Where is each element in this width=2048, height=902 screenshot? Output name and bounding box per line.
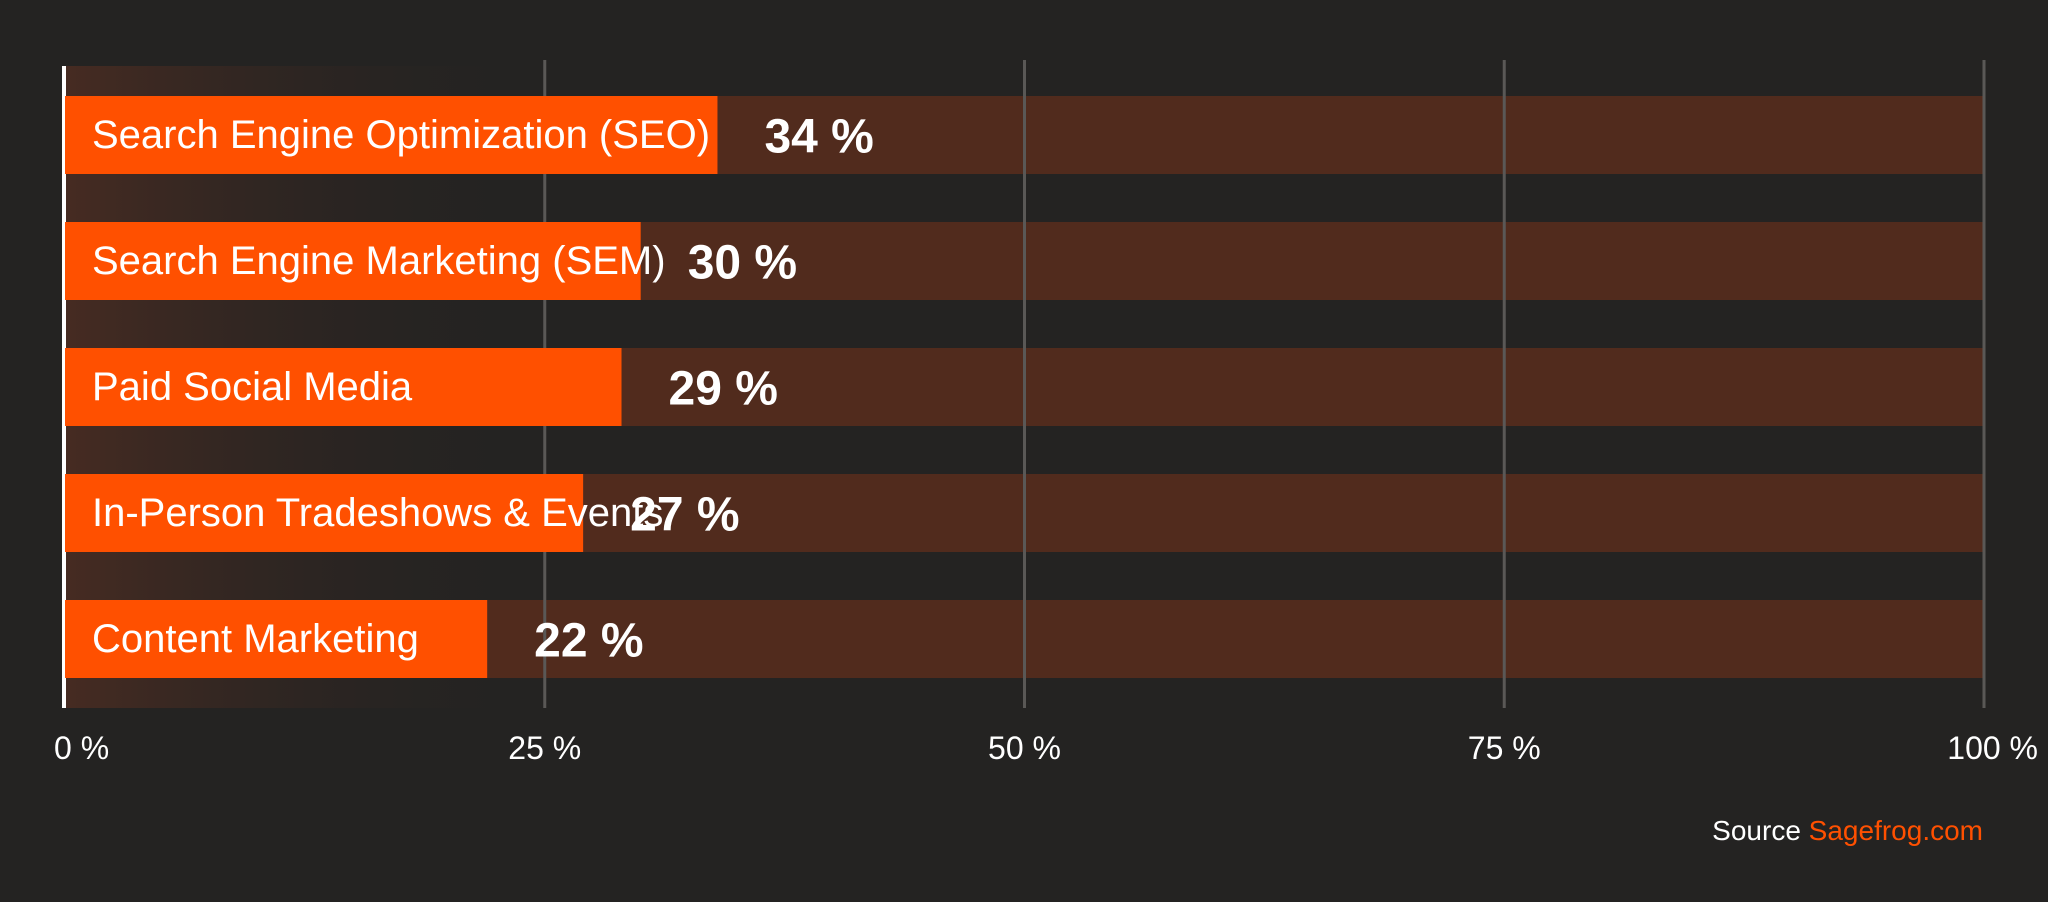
x-tick-label: 75 % xyxy=(1468,730,1541,766)
bar xyxy=(65,474,584,552)
data-label: 22 % xyxy=(534,615,643,668)
values-layer: 34 % 30 % 29 % 27 % 22 % xyxy=(534,111,874,668)
labels-layer: Search Engine Optimization (SEO) Search E… xyxy=(92,113,710,661)
bar-label: Search Engine Marketing (SEM) xyxy=(92,239,666,283)
bar xyxy=(65,96,718,174)
data-label: 27 % xyxy=(630,489,739,542)
data-label: 30 % xyxy=(688,237,797,290)
source-prefix: Source xyxy=(1712,815,1801,846)
bar-label: Paid Social Media xyxy=(92,365,413,409)
x-tick-label: 0 % xyxy=(54,730,109,766)
bar-label: In-Person Tradeshows & Events xyxy=(92,491,663,535)
bar-label: Search Engine Optimization (SEO) xyxy=(92,113,710,157)
x-tick-label: 25 % xyxy=(508,730,581,766)
bar-label: Content Marketing xyxy=(92,617,419,661)
bar xyxy=(65,600,488,678)
source-link[interactable]: Sagefrog.com xyxy=(1808,815,1983,846)
x-tick-label: 50 % xyxy=(988,730,1061,766)
source-credit: Source Sagefrog.com xyxy=(1712,815,1983,847)
data-label: 29 % xyxy=(669,363,778,416)
data-label: 34 % xyxy=(764,111,873,164)
bar xyxy=(65,348,622,426)
bar xyxy=(65,222,641,300)
ticks-layer: 0 % 25 % 50 % 75 % 100 % xyxy=(54,730,2038,766)
bars-layer xyxy=(65,96,718,678)
x-tick-label: 100 % xyxy=(1947,730,2038,766)
